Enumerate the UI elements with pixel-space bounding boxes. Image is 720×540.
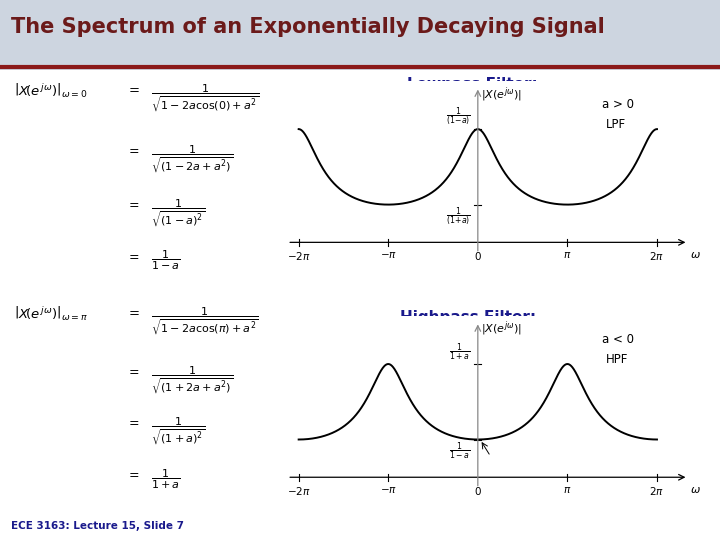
Text: $\dfrac{1}{\sqrt{(1-a)^{2}}}$: $\dfrac{1}{\sqrt{(1-a)^{2}}}$	[151, 197, 206, 228]
Text: $\dfrac{1}{1-a}$: $\dfrac{1}{1-a}$	[151, 249, 181, 272]
Text: $\omega$: $\omega$	[690, 485, 701, 495]
Text: $2\pi$: $2\pi$	[649, 485, 665, 497]
Text: $=$: $=$	[126, 467, 140, 480]
Text: The Spectrum of an Exponentially Decaying Signal: The Spectrum of an Exponentially Decayin…	[11, 17, 605, 37]
Text: $=$: $=$	[126, 82, 140, 95]
Text: $=$: $=$	[126, 415, 140, 429]
Text: $-\pi$: $-\pi$	[379, 250, 397, 260]
Text: $\dfrac{1}{\sqrt{(1+a)^{2}}}$: $\dfrac{1}{\sqrt{(1+a)^{2}}}$	[151, 415, 206, 447]
Text: $=$: $=$	[126, 197, 140, 210]
Text: $2\pi$: $2\pi$	[649, 250, 665, 262]
Text: Highpass Filter:: Highpass Filter:	[400, 310, 536, 325]
Text: $\dfrac{1}{\sqrt{1-2a\cos(0)+a^{2}}}$: $\dfrac{1}{\sqrt{1-2a\cos(0)+a^{2}}}$	[151, 82, 259, 113]
Text: $0$: $0$	[474, 250, 482, 262]
Text: $\dfrac{1}{\sqrt{1-2a\cos(\pi)+a^{2}}}$: $\dfrac{1}{\sqrt{1-2a\cos(\pi)+a^{2}}}$	[151, 305, 259, 336]
Text: $\frac{1}{1+a}$: $\frac{1}{1+a}$	[449, 341, 471, 363]
Text: ECE 3163: Lecture 15, Slide 7: ECE 3163: Lecture 15, Slide 7	[11, 521, 184, 531]
Text: $=$: $=$	[126, 364, 140, 377]
Text: $\left|X\!\left(e^{\,j\omega}\right)\right|_{\omega=\pi}$: $\left|X\!\left(e^{\,j\omega}\right)\rig…	[14, 305, 89, 323]
Text: $=$: $=$	[126, 143, 140, 156]
Text: $\pi$: $\pi$	[563, 250, 572, 260]
Text: $\pi$: $\pi$	[563, 485, 572, 495]
Text: LPF: LPF	[606, 118, 626, 131]
Text: a < 0: a < 0	[602, 333, 634, 346]
Text: $\frac{1}{(1\!-\!a)}$: $\frac{1}{(1\!-\!a)}$	[446, 106, 471, 128]
Text: $\dfrac{1}{1+a}$: $\dfrac{1}{1+a}$	[151, 467, 181, 491]
Text: $\frac{1}{1-a}$: $\frac{1}{1-a}$	[449, 441, 471, 462]
Text: $-2\pi$: $-2\pi$	[287, 250, 310, 262]
Text: $=$: $=$	[126, 305, 140, 318]
Text: a > 0: a > 0	[602, 98, 634, 111]
Text: HPF: HPF	[606, 353, 629, 366]
Text: $\dfrac{1}{\sqrt{(1+2a+a^{2})}}$: $\dfrac{1}{\sqrt{(1+2a+a^{2})}}$	[151, 364, 234, 395]
Text: $=$: $=$	[126, 249, 140, 262]
Text: $\omega$: $\omega$	[690, 250, 701, 260]
Text: Lowpass Filter:: Lowpass Filter:	[407, 77, 538, 92]
Text: $\dfrac{1}{\sqrt{(1-2a+a^{2})}}$: $\dfrac{1}{\sqrt{(1-2a+a^{2})}}$	[151, 143, 234, 174]
Text: $|X(e^{j\omega})|$: $|X(e^{j\omega})|$	[481, 85, 522, 104]
Text: $-2\pi$: $-2\pi$	[287, 485, 310, 497]
Text: $\frac{1}{(1\!+\!a)}$: $\frac{1}{(1\!+\!a)}$	[446, 206, 471, 228]
Text: $\left|X\!\left(e^{\,j\omega}\right)\right|_{\omega=0}$: $\left|X\!\left(e^{\,j\omega}\right)\rig…	[14, 82, 88, 100]
Text: $|X(e^{j\omega})|$: $|X(e^{j\omega})|$	[481, 320, 522, 339]
Text: $-\pi$: $-\pi$	[379, 485, 397, 495]
Text: $0$: $0$	[474, 485, 482, 497]
